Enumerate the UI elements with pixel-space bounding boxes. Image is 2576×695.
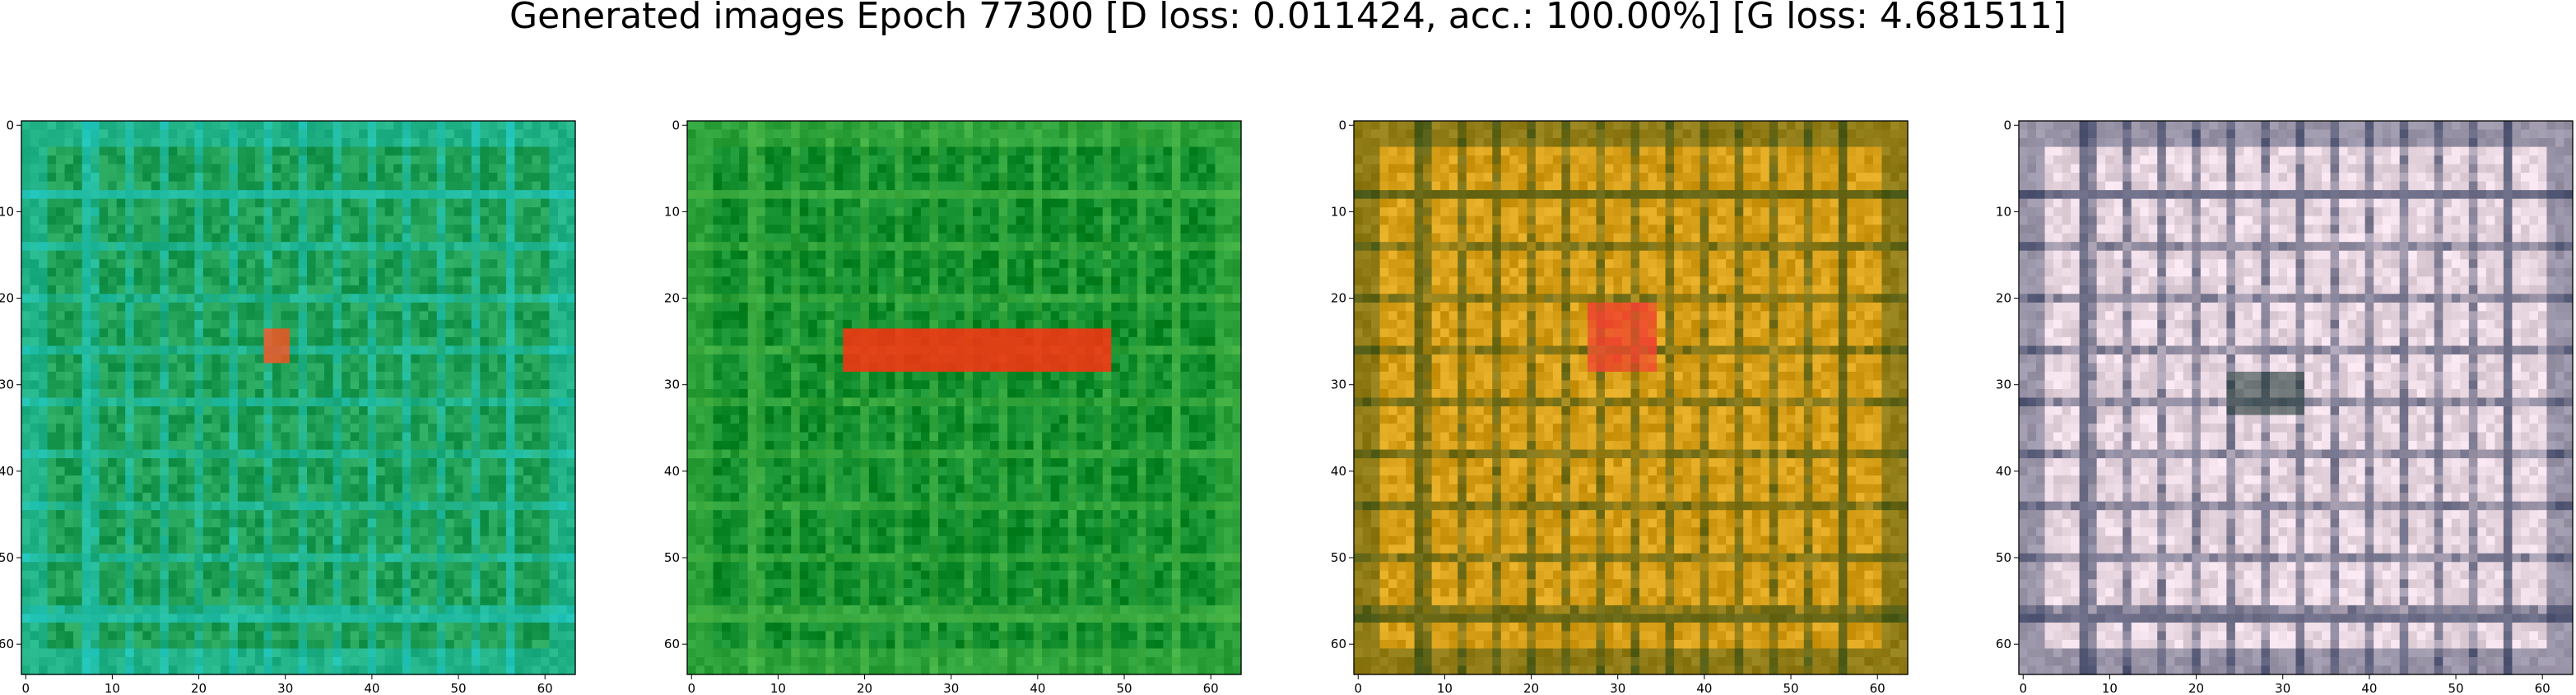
x-tick-label: 20 — [191, 681, 207, 695]
x-tick-label: 50 — [450, 681, 466, 695]
x-tick-label: 60 — [1870, 681, 1886, 695]
figure-title: Generated images Epoch 77300 [D loss: 0.… — [509, 0, 2067, 37]
x-tick-label: 30 — [943, 681, 959, 695]
y-tick-label: 50 — [1996, 550, 2011, 565]
x-tick-label: 50 — [1783, 681, 1798, 695]
panel-3: 0 10 20 30 40 50 60 0 10 20 30 40 50 60 — [1331, 118, 1909, 695]
y-tick-label: 50 — [0, 550, 14, 565]
x-tick-label: 10 — [1437, 681, 1453, 695]
y-tick-label: 40 — [1331, 464, 1346, 479]
x-tick-label: 10 — [770, 681, 786, 695]
y-tick-label: 30 — [0, 378, 14, 392]
image-pixels — [687, 121, 1242, 675]
x-tick-label: 0 — [2019, 681, 2027, 695]
y-tick-label: 40 — [0, 464, 14, 479]
y-tick-label: 30 — [1996, 378, 2011, 392]
image-pixels — [21, 121, 576, 675]
x-tick-label: 50 — [1116, 681, 1132, 695]
panel-1: 0 10 20 30 40 50 60 0 10 20 30 40 50 60 — [0, 118, 576, 695]
x-tick-label: 0 — [1354, 681, 1362, 695]
y-tick-label: 30 — [1331, 378, 1346, 392]
axes-frame — [2018, 120, 2574, 675]
x-tick-label: 40 — [364, 681, 379, 695]
x-tick-label: 30 — [277, 681, 293, 695]
y-tick-label: 20 — [0, 291, 14, 306]
y-tick-label: 20 — [664, 291, 680, 306]
y-tick-label: 30 — [664, 378, 680, 392]
y-tick-label: 10 — [1331, 204, 1346, 219]
y-tick-label: 20 — [1331, 291, 1346, 306]
x-tick-label: 50 — [2448, 681, 2463, 695]
y-tick-label: 40 — [1996, 464, 2011, 479]
x-tick-label: 40 — [2361, 681, 2377, 695]
axes-frame — [1353, 120, 1909, 675]
y-tick-label: 60 — [1996, 637, 2011, 651]
image-pixels — [1354, 121, 1909, 675]
y-tick-label: 40 — [664, 464, 680, 479]
y-tick-label: 10 — [664, 204, 680, 219]
y-tick-label: 60 — [1331, 637, 1346, 651]
y-tick-label: 0 — [6, 118, 14, 132]
x-tick-label: 20 — [857, 681, 872, 695]
x-tick-label: 10 — [105, 681, 120, 695]
y-tick-label: 60 — [0, 637, 14, 651]
x-tick-label: 40 — [1030, 681, 1045, 695]
axes-frame — [21, 120, 576, 675]
y-tick-label: 10 — [1996, 204, 2011, 219]
x-tick-label: 40 — [1696, 681, 1712, 695]
y-tick-label: 0 — [1338, 118, 1346, 132]
x-tick-label: 20 — [1523, 681, 1539, 695]
x-tick-label: 60 — [2535, 681, 2550, 695]
y-tick-label: 20 — [1996, 291, 2011, 306]
x-tick-label: 0 — [21, 681, 30, 695]
image-pixels — [2019, 121, 2574, 675]
panel-2: 0 10 20 30 40 50 60 0 10 20 30 40 50 60 — [664, 118, 1242, 695]
x-tick-label: 60 — [537, 681, 553, 695]
y-tick-label: 50 — [664, 550, 680, 565]
x-tick-label: 20 — [2188, 681, 2204, 695]
x-tick-label: 60 — [1203, 681, 1219, 695]
y-tick-label: 0 — [2003, 118, 2011, 132]
x-tick-label: 0 — [687, 681, 695, 695]
x-tick-label: 30 — [2275, 681, 2290, 695]
panel-4: 0 10 20 30 40 50 60 0 10 20 30 40 50 60 — [1996, 118, 2574, 695]
x-tick-label: 10 — [2102, 681, 2118, 695]
y-tick-label: 0 — [672, 118, 680, 132]
y-tick-label: 50 — [1331, 550, 1346, 565]
y-tick-label: 10 — [0, 204, 14, 219]
y-tick-label: 60 — [664, 637, 680, 651]
x-tick-label: 30 — [1610, 681, 1625, 695]
axes-frame — [686, 120, 1242, 675]
